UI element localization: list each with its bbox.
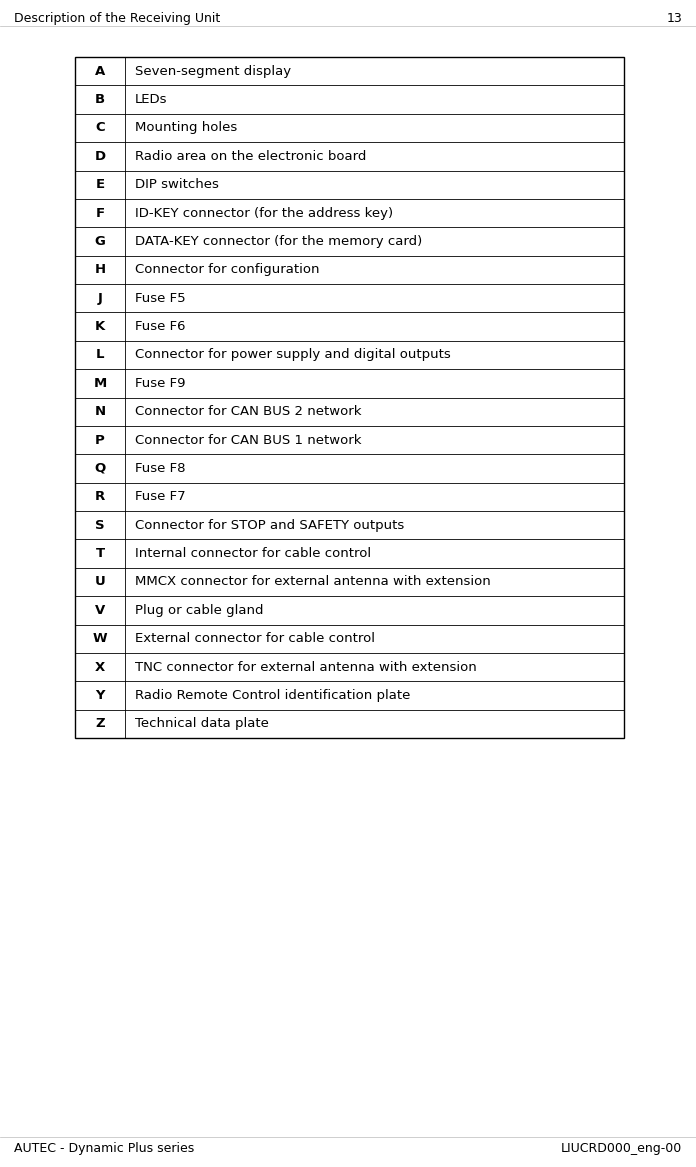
Text: 13: 13 (666, 12, 682, 25)
Text: Technical data plate: Technical data plate (135, 718, 269, 731)
Text: U: U (95, 575, 105, 588)
Text: Seven-segment display: Seven-segment display (135, 64, 291, 78)
Text: X: X (95, 661, 105, 673)
Text: Fuse F9: Fuse F9 (135, 377, 186, 390)
Text: R: R (95, 490, 105, 503)
Text: Fuse F5: Fuse F5 (135, 292, 186, 305)
Text: Connector for CAN BUS 1 network: Connector for CAN BUS 1 network (135, 434, 361, 447)
Text: G: G (95, 235, 105, 247)
Text: T: T (95, 547, 104, 560)
Text: M: M (93, 377, 106, 390)
Text: P: P (95, 434, 105, 447)
Text: Z: Z (95, 718, 105, 731)
Text: Fuse F7: Fuse F7 (135, 490, 186, 503)
Text: Connector for CAN BUS 2 network: Connector for CAN BUS 2 network (135, 405, 361, 418)
Text: Q: Q (95, 462, 106, 475)
Text: Connector for configuration: Connector for configuration (135, 264, 319, 277)
Text: A: A (95, 64, 105, 78)
Text: LEDs: LEDs (135, 93, 168, 106)
Text: E: E (95, 179, 104, 191)
Text: DIP switches: DIP switches (135, 179, 219, 191)
Text: W: W (93, 633, 107, 645)
Text: D: D (95, 149, 106, 163)
Text: J: J (97, 292, 102, 305)
Bar (75, 57, 624, 738)
Text: AUTEC - Dynamic Plus series: AUTEC - Dynamic Plus series (14, 1142, 194, 1155)
Text: Plug or cable gland: Plug or cable gland (135, 603, 264, 617)
Text: External connector for cable control: External connector for cable control (135, 633, 375, 645)
Text: Connector for power supply and digital outputs: Connector for power supply and digital o… (135, 349, 451, 362)
Text: F: F (95, 207, 104, 219)
Text: LIUCRD000_eng-00: LIUCRD000_eng-00 (561, 1142, 682, 1155)
Text: Fuse F6: Fuse F6 (135, 320, 186, 333)
Text: K: K (95, 320, 105, 333)
Text: S: S (95, 518, 105, 532)
Text: Y: Y (95, 689, 105, 701)
Text: Radio area on the electronic board: Radio area on the electronic board (135, 149, 366, 163)
Text: Radio Remote Control identification plate: Radio Remote Control identification plat… (135, 689, 411, 701)
Text: H: H (95, 264, 106, 277)
Text: C: C (95, 121, 105, 134)
Text: DATA-KEY connector (for the memory card): DATA-KEY connector (for the memory card) (135, 235, 422, 247)
Text: L: L (96, 349, 104, 362)
Text: Fuse F8: Fuse F8 (135, 462, 186, 475)
Text: MMCX connector for external antenna with extension: MMCX connector for external antenna with… (135, 575, 491, 588)
Text: TNC connector for external antenna with extension: TNC connector for external antenna with … (135, 661, 477, 673)
Text: N: N (95, 405, 106, 418)
Text: Mounting holes: Mounting holes (135, 121, 237, 134)
Text: V: V (95, 603, 105, 617)
Text: B: B (95, 93, 105, 106)
Text: Internal connector for cable control: Internal connector for cable control (135, 547, 371, 560)
Text: Connector for STOP and SAFETY outputs: Connector for STOP and SAFETY outputs (135, 518, 404, 532)
Text: ID-KEY connector (for the address key): ID-KEY connector (for the address key) (135, 207, 393, 219)
Text: Description of the Receiving Unit: Description of the Receiving Unit (14, 12, 220, 25)
